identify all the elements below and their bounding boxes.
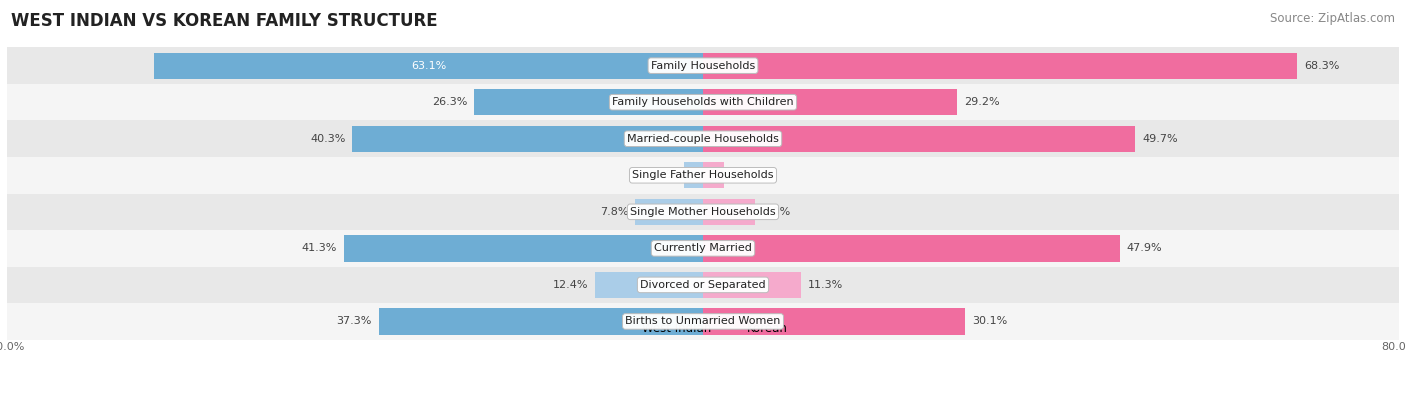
Text: 47.9%: 47.9%: [1126, 243, 1163, 253]
Text: 41.3%: 41.3%: [301, 243, 337, 253]
Text: 26.3%: 26.3%: [432, 97, 467, 107]
Text: Family Households: Family Households: [651, 61, 755, 71]
Text: Single Mother Households: Single Mother Households: [630, 207, 776, 217]
Text: 11.3%: 11.3%: [808, 280, 844, 290]
Bar: [378, 308, 703, 335]
Bar: [703, 126, 1136, 152]
Bar: [703, 89, 957, 115]
Bar: [7, 303, 1399, 340]
Bar: [7, 194, 1399, 230]
Bar: [703, 162, 724, 188]
Bar: [636, 199, 703, 225]
Bar: [7, 267, 1399, 303]
Bar: [7, 157, 1399, 194]
Text: 49.7%: 49.7%: [1142, 134, 1178, 144]
Bar: [595, 272, 703, 298]
Bar: [703, 308, 965, 335]
Bar: [474, 89, 703, 115]
Text: 68.3%: 68.3%: [1305, 61, 1340, 71]
Text: 29.2%: 29.2%: [965, 97, 1000, 107]
Text: 12.4%: 12.4%: [553, 280, 588, 290]
Text: 2.2%: 2.2%: [648, 170, 676, 180]
Bar: [703, 199, 755, 225]
Text: 30.1%: 30.1%: [972, 316, 1007, 326]
Bar: [703, 53, 1298, 79]
Text: 6.0%: 6.0%: [762, 207, 790, 217]
Text: Family Households with Children: Family Households with Children: [612, 97, 794, 107]
Bar: [155, 53, 703, 79]
Text: Source: ZipAtlas.com: Source: ZipAtlas.com: [1270, 12, 1395, 25]
Bar: [703, 235, 1119, 261]
Text: Single Father Households: Single Father Households: [633, 170, 773, 180]
Legend: West Indian, Korean: West Indian, Korean: [613, 317, 793, 340]
Bar: [343, 235, 703, 261]
Bar: [683, 162, 703, 188]
Text: 63.1%: 63.1%: [411, 61, 446, 71]
Bar: [7, 84, 1399, 120]
Text: Married-couple Households: Married-couple Households: [627, 134, 779, 144]
Text: 7.8%: 7.8%: [600, 207, 628, 217]
Text: Divorced or Separated: Divorced or Separated: [640, 280, 766, 290]
Bar: [353, 126, 703, 152]
Bar: [7, 120, 1399, 157]
Bar: [703, 272, 801, 298]
Bar: [7, 47, 1399, 84]
Bar: [7, 230, 1399, 267]
Text: 2.4%: 2.4%: [731, 170, 759, 180]
Text: 40.3%: 40.3%: [311, 134, 346, 144]
Text: 37.3%: 37.3%: [336, 316, 371, 326]
Text: Births to Unmarried Women: Births to Unmarried Women: [626, 316, 780, 326]
Text: Currently Married: Currently Married: [654, 243, 752, 253]
Text: WEST INDIAN VS KOREAN FAMILY STRUCTURE: WEST INDIAN VS KOREAN FAMILY STRUCTURE: [11, 12, 437, 30]
